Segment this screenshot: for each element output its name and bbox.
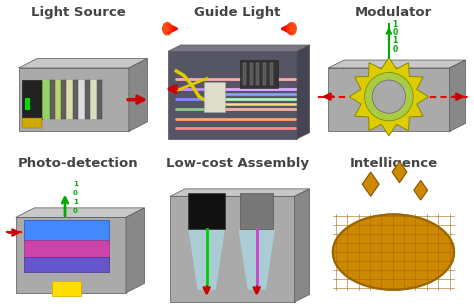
Bar: [263, 63, 266, 85]
Bar: [24, 257, 109, 272]
Bar: [85, 80, 90, 119]
Text: 1: 1: [73, 199, 78, 205]
Bar: [250, 63, 253, 85]
Bar: [243, 63, 246, 85]
Polygon shape: [16, 217, 126, 293]
Bar: [61, 80, 66, 119]
Polygon shape: [168, 45, 310, 51]
Bar: [270, 63, 273, 85]
Bar: [89, 80, 97, 119]
Text: 1: 1: [392, 20, 398, 29]
Polygon shape: [297, 45, 310, 139]
Polygon shape: [18, 68, 129, 131]
Polygon shape: [349, 57, 428, 136]
Polygon shape: [362, 172, 379, 196]
Text: 1: 1: [392, 36, 398, 45]
Polygon shape: [16, 208, 145, 217]
Text: 0: 0: [73, 190, 78, 196]
Text: Intelligence: Intelligence: [349, 157, 438, 170]
Ellipse shape: [286, 22, 297, 35]
Polygon shape: [170, 189, 310, 196]
Polygon shape: [126, 208, 145, 293]
Polygon shape: [238, 229, 275, 290]
Bar: [204, 82, 225, 112]
Polygon shape: [18, 59, 147, 68]
Bar: [22, 118, 42, 128]
Polygon shape: [129, 59, 147, 131]
Polygon shape: [170, 196, 295, 302]
Polygon shape: [392, 161, 407, 183]
Bar: [240, 193, 273, 229]
Bar: [189, 193, 225, 229]
Bar: [97, 80, 102, 119]
Bar: [256, 63, 259, 85]
Bar: [54, 80, 61, 119]
Polygon shape: [328, 60, 465, 68]
Text: 0: 0: [392, 28, 398, 37]
Polygon shape: [295, 189, 310, 302]
Polygon shape: [168, 51, 297, 139]
Text: Modulator: Modulator: [355, 6, 432, 19]
Bar: [240, 60, 278, 87]
Bar: [25, 98, 30, 110]
Polygon shape: [189, 229, 225, 290]
Text: 1: 1: [73, 181, 78, 187]
Polygon shape: [328, 68, 449, 131]
Bar: [50, 80, 55, 119]
Ellipse shape: [162, 22, 173, 35]
Bar: [42, 80, 50, 119]
Text: Light Source: Light Source: [31, 6, 126, 19]
Bar: [73, 80, 78, 119]
Bar: [22, 80, 42, 119]
Text: Photo-detection: Photo-detection: [18, 157, 138, 170]
Text: 0: 0: [392, 45, 398, 54]
Polygon shape: [414, 180, 428, 200]
Text: Guide Light: Guide Light: [194, 6, 280, 19]
Circle shape: [372, 80, 406, 113]
Text: Low-cost Assembly: Low-cost Assembly: [165, 157, 309, 170]
Polygon shape: [449, 60, 465, 131]
Ellipse shape: [333, 214, 454, 290]
Bar: [77, 80, 85, 119]
Bar: [24, 221, 109, 241]
Bar: [66, 80, 73, 119]
Text: 0: 0: [73, 208, 78, 214]
Bar: [52, 281, 81, 296]
Bar: [24, 240, 109, 260]
Circle shape: [365, 72, 413, 121]
